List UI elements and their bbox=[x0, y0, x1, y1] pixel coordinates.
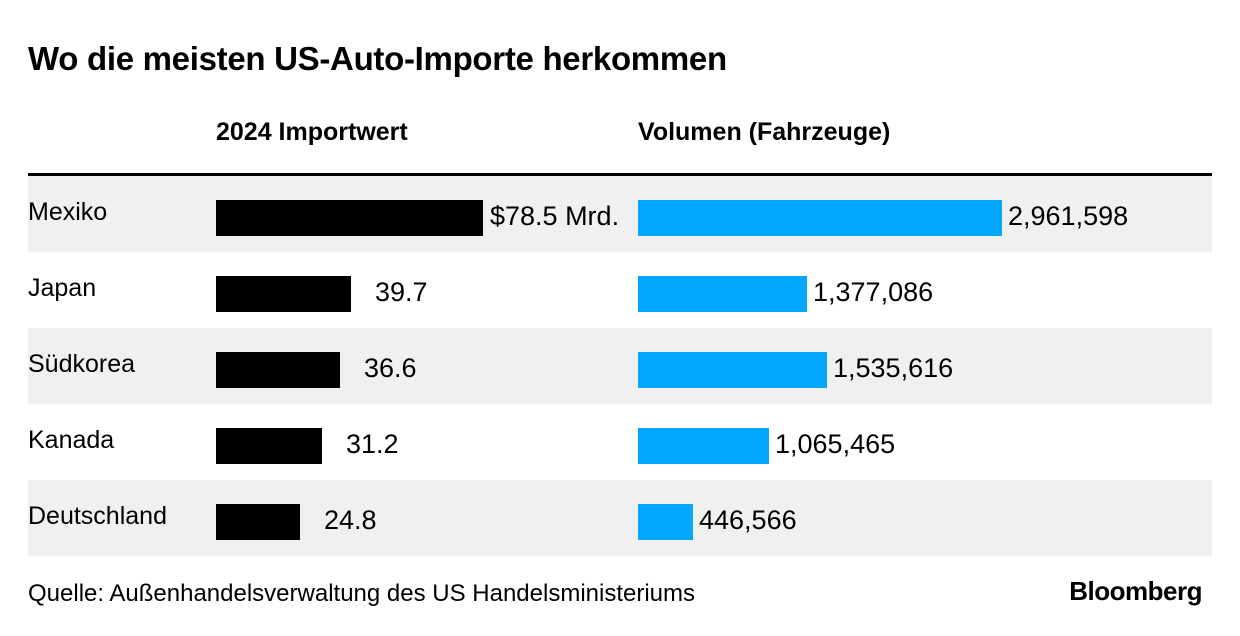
import-value-label: 31.2 bbox=[346, 429, 399, 459]
volume-label: 1,535,616 bbox=[833, 353, 954, 383]
table-row: Kanada 31.2 1,065,465 bbox=[28, 404, 1212, 480]
country-label: Kanada bbox=[28, 426, 115, 454]
import-value-bar bbox=[216, 200, 483, 236]
chart-title: Wo die meisten US-Auto-Importe herkommen bbox=[28, 40, 727, 77]
table-row: Deutschland 24.8 446,566 bbox=[28, 480, 1212, 556]
volume-bar bbox=[638, 200, 1002, 236]
bloomberg-logo: Bloomberg bbox=[1069, 576, 1202, 606]
table-row: Südkorea 36.6 1,535,616 bbox=[28, 328, 1212, 404]
country-label: Japan bbox=[28, 274, 97, 302]
source-note: Quelle: Außenhandelsverwaltung des US Ha… bbox=[28, 580, 696, 607]
import-value-label: 24.8 bbox=[324, 505, 377, 535]
volume-label: 446,566 bbox=[699, 505, 797, 535]
country-label: Deutschland bbox=[28, 502, 167, 530]
table-row: Mexiko $78.5 Mrd. 2,961,598 bbox=[28, 176, 1212, 252]
import-value-label: 39.7 bbox=[375, 277, 428, 307]
country-label: Mexiko bbox=[28, 198, 108, 226]
country-label: Südkorea bbox=[28, 350, 136, 378]
import-value-label: 36.6 bbox=[364, 353, 417, 383]
import-value-bar bbox=[216, 276, 351, 312]
import-value-bar bbox=[216, 352, 340, 388]
volume-label: 2,961,598 bbox=[1008, 201, 1129, 231]
volume-label: 1,065,465 bbox=[775, 429, 896, 459]
column-header-import-value: 2024 Importwert bbox=[216, 118, 408, 146]
volume-bar bbox=[638, 504, 693, 540]
import-value-bar bbox=[216, 504, 300, 540]
table-row: Japan 39.7 1,377,086 bbox=[28, 252, 1212, 328]
header-divider bbox=[28, 173, 1212, 176]
volume-bar bbox=[638, 352, 827, 388]
column-header-volume: Volumen (Fahrzeuge) bbox=[638, 118, 891, 146]
volume-label: 1,377,086 bbox=[813, 277, 934, 307]
volume-bar bbox=[638, 276, 807, 312]
volume-bar bbox=[638, 428, 769, 464]
import-value-bar bbox=[216, 428, 322, 464]
import-value-label: $78.5 Mrd. bbox=[490, 201, 620, 231]
